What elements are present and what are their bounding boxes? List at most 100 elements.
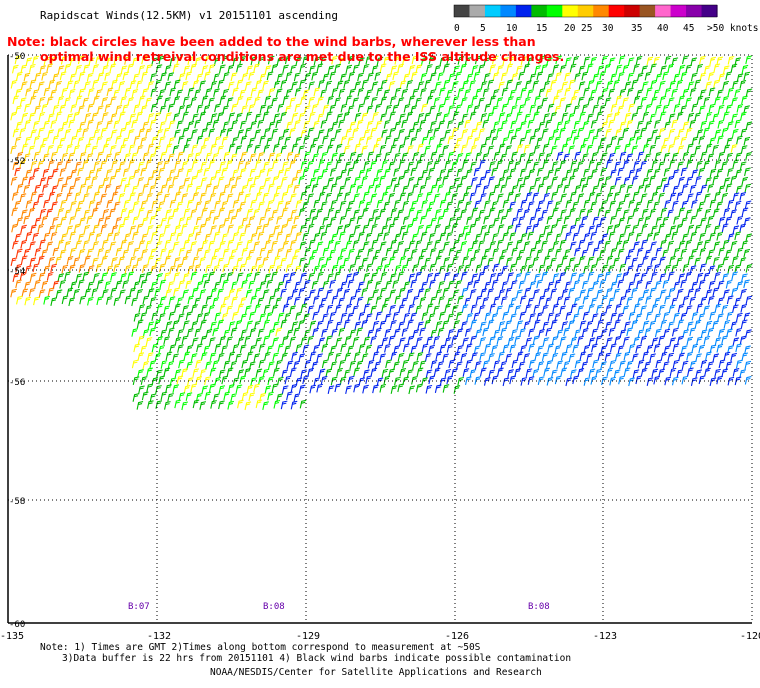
wind-barb: [317, 113, 325, 123]
wind-barb: [565, 169, 573, 178]
wind-barb: [254, 144, 261, 154]
wind-barb: [453, 351, 461, 361]
wind-barb: [610, 135, 618, 145]
wind-barb: [262, 111, 270, 121]
wind-barb: [574, 359, 582, 369]
wind-barb: [525, 80, 532, 89]
wind-barb: [426, 241, 433, 250]
wind-barb: [605, 143, 612, 153]
wind-barb: [253, 208, 260, 218]
wind-barb: [101, 272, 108, 282]
wind-barb: [345, 64, 353, 74]
wind-barb: [217, 352, 225, 362]
wind-barb: [362, 384, 369, 394]
wind-barb: [487, 112, 494, 121]
wind-barb: [442, 175, 449, 185]
wind-barb: [376, 56, 384, 66]
wind-barb: [516, 144, 524, 153]
legend-swatch: [639, 5, 656, 17]
wind-barb: [226, 160, 233, 169]
wind-barb: [236, 63, 243, 73]
wind-barb: [183, 351, 191, 361]
wind-barb: [678, 95, 686, 105]
wind-barb: [365, 201, 372, 210]
wind-barb: [739, 335, 747, 345]
wind-barb: [313, 120, 320, 130]
wind-barb: [226, 367, 234, 377]
wind-barb: [588, 159, 596, 169]
wind-barb: [524, 304, 532, 313]
wind-barb: [331, 264, 339, 274]
wind-barb: [570, 303, 578, 313]
wind-barb: [435, 289, 443, 298]
wind-barb: [528, 185, 536, 195]
wind-barb: [286, 217, 293, 227]
wind-barb: [626, 296, 634, 306]
wind-barb: [707, 295, 715, 305]
wind-barb: [429, 105, 436, 115]
wind-barb: [262, 256, 270, 266]
wind-barb: [712, 287, 720, 297]
wind-barb: [109, 175, 117, 185]
wind-barb: [604, 209, 611, 219]
legend-swatch: [531, 5, 548, 17]
wind-barb: [560, 351, 568, 361]
wind-barb: [642, 351, 650, 361]
wind-barb: [325, 335, 333, 345]
wind-barb: [115, 247, 123, 257]
wind-barb: [232, 199, 240, 209]
wind-barb: [462, 368, 470, 377]
wind-barb: [552, 95, 560, 105]
wind-barb: [322, 313, 329, 322]
wind-barb: [700, 120, 707, 130]
wind-barb: [619, 329, 627, 339]
wind-barb: [546, 215, 554, 225]
wind-barb: [326, 319, 334, 329]
wind-barb: [212, 327, 219, 337]
wind-barb: [556, 329, 564, 339]
wind-barb: [723, 111, 730, 121]
wind-barb: [257, 328, 265, 338]
wind-barb: [240, 329, 248, 338]
wind-barb: [212, 152, 219, 162]
wind-barb: [624, 143, 631, 153]
wind-barb: [420, 231, 428, 241]
wind-barb: [271, 209, 279, 219]
wind-barb: [730, 240, 738, 250]
wind-barb: [649, 320, 656, 330]
wind-barb: [430, 184, 438, 194]
wind-barb: [435, 320, 443, 330]
wind-barb: [182, 127, 189, 137]
wind-barb: [726, 328, 733, 338]
wind-barb: [578, 239, 586, 249]
wind-barb: [321, 328, 328, 338]
wind-barb: [29, 272, 37, 282]
wind-barb: [228, 176, 236, 186]
wind-barb: [66, 287, 74, 297]
wind-barb: [554, 200, 562, 210]
wind-barb: [88, 169, 96, 179]
wind-barb: [91, 288, 99, 297]
wind-barb: [672, 169, 680, 179]
wind-barb: [498, 289, 506, 298]
wind-barb: [66, 256, 74, 265]
wind-barb: [673, 247, 681, 257]
wind-barb: [273, 113, 281, 122]
wind-barb: [416, 367, 424, 377]
wind-barb: [714, 337, 722, 346]
wind-barb: [731, 128, 739, 138]
wind-barb: [131, 185, 139, 195]
wind-barb: [371, 255, 379, 265]
wind-barb: [397, 383, 404, 393]
wind-barb: [298, 207, 306, 217]
wind-barb: [293, 184, 300, 194]
wind-barb: [723, 207, 731, 217]
wind-barb: [659, 256, 666, 266]
wind-barb: [343, 257, 350, 266]
wind-barb: [41, 249, 48, 258]
wind-barb: [487, 319, 495, 329]
wind-barb: [205, 152, 213, 161]
wind-barb: [645, 295, 652, 305]
wind-barb: [487, 224, 495, 233]
